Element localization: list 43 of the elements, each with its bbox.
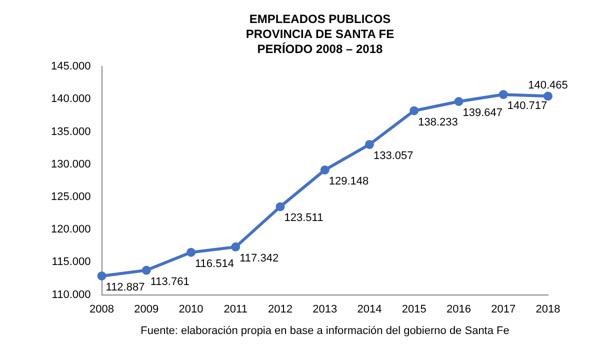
source-note: Fuente: elaboración propia en base a información del gobierno de Santa Fe [140,325,510,337]
point [186,248,196,257]
point [97,271,106,280]
data-label: 133.057 [374,150,414,162]
chart-title: EMPLEADOS PUBLICOS PROVINCIA DE SANTA FE PERÍODO 2008 – 2018 [244,11,396,57]
y-tick-label: 140.000 [50,93,91,106]
x-tick-label: 2014 [357,303,382,316]
x-tick-label: 2012 [268,303,292,316]
y-tick-label: 130.000 [50,158,91,170]
x-tick-label: 2016 [446,303,471,316]
data-label: 123.511 [284,212,324,224]
x-tick-label: 2018 [536,303,560,316]
data-label: 140.465 [528,80,568,92]
x-tick-label: 2013 [312,303,338,316]
y-tick-label: 125.000 [50,191,91,204]
point [142,266,151,275]
x-tick-label: 2008 [90,303,114,316]
y-tick-label: 145.000 [50,60,91,73]
point [410,106,419,116]
y-tick-label: 115.000 [52,256,91,268]
point [544,92,552,101]
point [320,165,330,174]
y-tick-label: 135.000 [50,126,91,138]
x-tick-label: 2017 [491,303,516,316]
data-label: 112.887 [106,282,145,294]
point [365,140,374,149]
x-tick-label: 2010 [178,303,204,316]
data-label: 117.342 [240,252,279,264]
data-label: 138.233 [418,116,458,128]
y-tick-label: 110.000 [52,288,91,301]
data-label: 140.717 [507,100,548,112]
x-tick-label: 2009 [134,303,159,316]
point [231,242,240,252]
data-label: 116.514 [195,258,234,270]
x-tick-label: 2015 [402,303,426,316]
data-label: 139.647 [462,107,503,120]
data-label: 129.148 [328,175,369,188]
x-tick-label: 2011 [224,303,248,316]
y-tick-label: 120.000 [50,224,91,236]
point [454,97,464,106]
point [498,90,508,100]
point [276,202,285,212]
data-label: 113.761 [150,276,190,288]
